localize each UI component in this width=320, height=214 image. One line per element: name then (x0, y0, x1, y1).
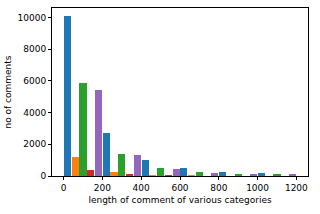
svg-text:600: 600 (171, 183, 188, 193)
svg-text:length of comment of various c: length of comment of various categories (88, 195, 272, 205)
svg-text:800: 800 (210, 183, 227, 193)
svg-text:1200: 1200 (285, 183, 308, 193)
svg-text:4000: 4000 (23, 108, 46, 118)
svg-text:400: 400 (133, 183, 150, 193)
svg-text:6000: 6000 (23, 76, 46, 86)
svg-text:200: 200 (94, 183, 111, 193)
svg-text:no of comments: no of comments (3, 55, 13, 128)
svg-text:1000: 1000 (246, 183, 269, 193)
svg-text:8000: 8000 (23, 44, 46, 54)
svg-text:0: 0 (61, 183, 67, 193)
svg-text:0: 0 (40, 171, 46, 181)
svg-text:10000: 10000 (18, 13, 47, 23)
svg-text:2000: 2000 (23, 139, 46, 149)
